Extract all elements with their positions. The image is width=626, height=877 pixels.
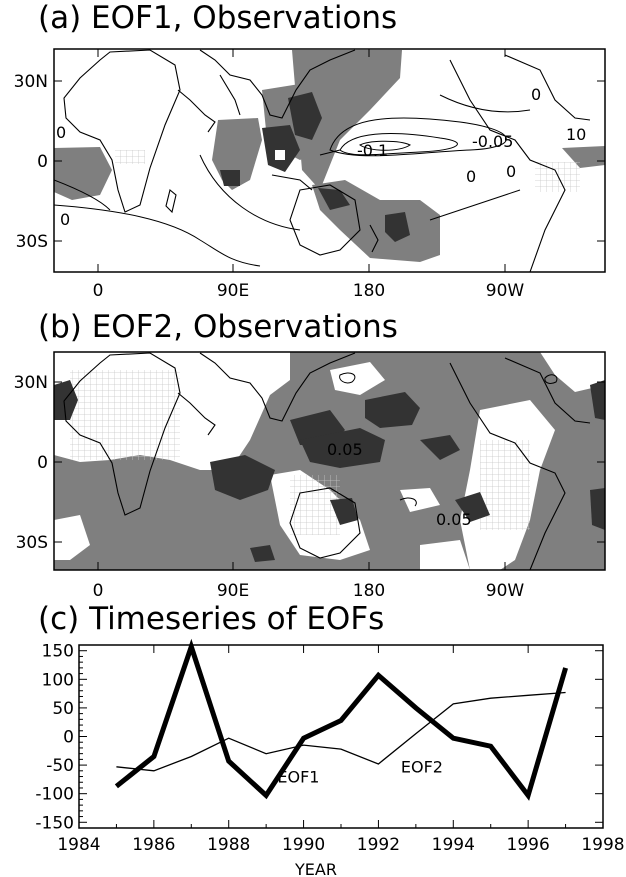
panel-a-coastlines [63,49,591,272]
x-tick-label: 1994 [432,835,475,855]
series-label-eof1: EOF1 [277,767,319,786]
contour-label: 10 [566,125,586,144]
series-line-eof2 [116,691,566,772]
lon-tick-label: 180 [353,281,385,301]
lon-tick-label: 90E [217,281,249,301]
series-line-eof1 [114,638,568,801]
panel-a-dark-shading [220,92,410,242]
contour-label: 0.05 [327,440,363,459]
y-tick-label: 0 [63,728,74,748]
panel-a-tick-labels: 30N 0 30S 0 90E 180 90W [14,72,525,301]
contour-label: -0.05 [472,132,513,151]
panel-a-contours [54,94,531,267]
y-tick-label: -50 [46,756,74,776]
x-axis-label: YEAR [294,860,337,877]
contour-label: 0.05 [436,510,472,529]
contour-label: 0 [60,210,70,229]
panel-b-dark-shading [54,380,605,562]
y-tick-label: 50 [52,699,74,719]
y-tick-label: -150 [35,813,74,833]
y-tick-label: 100 [42,670,74,690]
panel-c-title: (c) Timeseries of EOFs [38,601,385,637]
panel-b-title: (b) EOF2, Observations [38,309,398,345]
lat-tick-label: 30N [14,72,48,92]
contour-label: 0 [466,167,476,186]
lon-tick-label: 90W [486,281,525,301]
lon-tick-label: 0 [93,581,104,601]
lat-tick-label: 30S [16,232,48,252]
y-tick-label: -100 [35,785,74,805]
lon-tick-label: 180 [353,581,385,601]
lon-tick-label: 90W [486,581,525,601]
panel-b-axes [54,381,605,570]
x-tick-label: 1986 [132,835,175,855]
panel-b-tick-labels: 30N 0 30S 0 90E 180 90W [14,373,525,601]
panel-b-contour-labels: 0.05 0.05 [327,440,472,529]
x-tick-label: 1988 [207,835,250,855]
contour-label: 0 [531,85,541,104]
panel-b-frame [53,351,606,571]
contour-label: -0.1 [357,141,388,160]
lat-tick-label: 0 [37,152,48,172]
panel-a-axes [54,49,605,272]
x-tick-label: 1990 [282,835,325,855]
panel-a-map: -0.1 -0.05 0 0 0 0 0 10 [54,49,605,272]
plot-frame [78,644,604,829]
x-tick-label: 1992 [357,835,400,855]
contour-label: 0 [506,162,516,181]
panel-b-coastlines [63,352,591,570]
panel-b-contours [339,372,558,507]
panel-b-map: 0.05 0.05 [54,352,605,570]
x-tick-label: 1998 [581,835,624,855]
lat-tick-label: 30N [14,373,48,393]
panel-a-contour-labels: -0.1 -0.05 0 0 0 0 0 10 [56,85,586,229]
lon-tick-label: 0 [93,281,104,301]
panel-a-title: (a) EOF1, Observations [38,0,398,36]
series-label-eof2: EOF2 [401,758,443,777]
lat-tick-label: 0 [37,453,48,473]
lon-tick-label: 90E [217,581,249,601]
x-tick-label: 1984 [57,835,100,855]
contour-label: 0 [56,123,66,142]
y-tick-label: 150 [42,642,74,662]
lat-tick-label: 30S [16,533,48,553]
x-tick-label: 1996 [507,835,550,855]
